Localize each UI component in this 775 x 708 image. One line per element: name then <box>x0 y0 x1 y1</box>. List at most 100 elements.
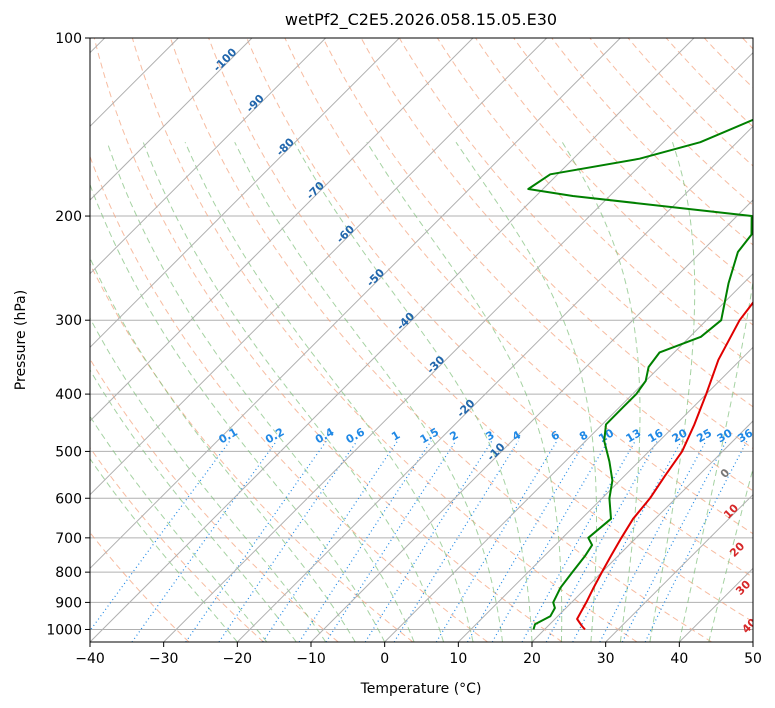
moist-adiabat-line <box>90 256 356 642</box>
series-layer <box>527 118 753 631</box>
x-tick-label: 30 <box>597 651 615 667</box>
isotherm-label: -40 <box>394 309 417 332</box>
isotherm-label: -30 <box>424 353 447 376</box>
mixing-ratio-line <box>325 440 457 642</box>
moist-adiabats <box>90 141 753 642</box>
mixing-ratio-label: 0.1 <box>216 425 239 446</box>
dry-adiabat-line <box>475 38 753 326</box>
mixing-ratio-label: 25 <box>694 426 714 445</box>
dry-adiabat-line <box>90 155 488 642</box>
mixing-ratio-label: 13 <box>624 426 644 445</box>
x-tick-label: 20 <box>523 651 541 667</box>
mixing-ratio-label: 6 <box>549 428 562 443</box>
isotherm-label: -10 <box>484 440 507 463</box>
mixing-ratio-line <box>621 440 727 642</box>
moist-adiabat-line <box>708 467 753 642</box>
isotherm-line <box>90 38 253 201</box>
temperature-profile-line <box>576 301 753 631</box>
mixing-ratio-label: 0.6 <box>344 425 368 446</box>
grid-layer <box>90 38 753 630</box>
moist-adiabat-line <box>455 141 597 642</box>
mixing-ratio-line <box>90 440 231 632</box>
lapse-rate-label: 20 <box>727 539 747 559</box>
moist-adiabat-line <box>678 278 753 642</box>
isotherm-line <box>752 641 753 642</box>
isotherm-line <box>531 420 753 642</box>
dewpoint-profile-line <box>527 118 753 630</box>
mixing-ratio-label: 0.2 <box>263 425 286 446</box>
dry-adiabat-line <box>398 38 753 408</box>
dry-adiabat-line <box>208 38 753 623</box>
moist-adiabat-line <box>90 369 297 642</box>
dry-adiabat-line <box>90 446 264 642</box>
dry-adiabat-line <box>742 38 753 50</box>
dry-adiabats <box>90 38 753 642</box>
isotherm-line <box>90 38 327 275</box>
isotherm-line <box>310 199 753 642</box>
mixing-ratio-label: 1.5 <box>418 425 441 446</box>
y-tick-label: 600 <box>55 491 82 507</box>
isotherm-line <box>90 38 695 642</box>
y-tick-label: 700 <box>55 531 82 547</box>
x-tick-label: 50 <box>744 651 762 667</box>
moist-adiabat-line <box>649 142 696 642</box>
isotherms <box>90 38 753 642</box>
isotherm-line <box>384 272 753 642</box>
dry-adiabat-line <box>436 38 753 367</box>
dry-adiabat-line <box>246 38 753 578</box>
isotherm-line <box>90 38 621 570</box>
isotherm-line <box>457 346 753 642</box>
mixing-ratio-label: 36 <box>735 426 755 445</box>
x-tick-label: −10 <box>296 651 326 667</box>
moist-adiabat-line <box>142 142 445 642</box>
mixing-ratio-line <box>262 440 399 642</box>
moist-adiabat-line <box>234 141 503 642</box>
mixing-ratio-line <box>644 440 748 642</box>
x-tick-label: 40 <box>670 651 688 667</box>
isotherm-line <box>90 38 474 422</box>
mixing-ratio-line <box>131 440 278 642</box>
dry-adiabat-line <box>322 38 753 492</box>
plot-frame <box>89 37 754 643</box>
dry-adiabat-line <box>627 38 753 167</box>
mixing-ratio-label: 0.4 <box>313 425 337 446</box>
y-tick-label: 1000 <box>46 622 82 638</box>
y-tick-label: 100 <box>55 31 82 47</box>
lapse-rate-label: 0 <box>718 466 733 481</box>
dry-adiabat-line <box>90 262 414 642</box>
mixing-ratio-line <box>364 440 493 642</box>
isotherm-line <box>236 125 753 642</box>
mixing-ratio-line <box>298 440 432 642</box>
isotherm-label: -50 <box>364 266 387 289</box>
isotherm-label: -60 <box>334 222 357 245</box>
y-tick-label: 500 <box>55 444 82 460</box>
lapse-rate-label: 40 <box>739 616 759 636</box>
mixing-ratio-lines <box>90 440 748 642</box>
mixing-ratio-label: 3 <box>484 428 497 443</box>
x-axis-label: Temperature (°C) <box>360 681 482 697</box>
dry-adiabat-line <box>90 358 339 642</box>
isotherm-label: -90 <box>244 92 267 115</box>
mixing-ratio-line <box>185 440 327 642</box>
y-axis-label: Pressure (hPa) <box>13 290 29 390</box>
dry-adiabat-line <box>131 38 638 642</box>
dry-adiabat-line <box>665 38 753 128</box>
plot-area: -100-90-80-70-60-50-40-30-20-100.1 0.2 0.4… <box>90 38 759 642</box>
x-tick-label: −20 <box>223 651 253 667</box>
y-tick-label: 900 <box>55 595 82 611</box>
mixing-ratio-line <box>599 440 707 642</box>
mixing-ratio-line <box>466 440 587 642</box>
isotherm-line <box>163 51 753 642</box>
y-tick-label: 300 <box>55 313 82 329</box>
moist-adiabat-line <box>561 141 641 642</box>
y-axis: 100 200 300 400 500 600 700 800 900 1000 <box>46 31 90 638</box>
x-tick-label: 10 <box>449 651 467 667</box>
y-tick-label: 200 <box>55 209 82 225</box>
mixing-ratio-line <box>435 440 558 642</box>
isotherm-line <box>90 38 548 496</box>
moist-adiabat-line <box>90 317 327 642</box>
mixing-ratio-label: 1 <box>389 428 402 443</box>
x-tick-label: −40 <box>75 651 105 667</box>
dry-adiabat-line <box>513 38 753 286</box>
